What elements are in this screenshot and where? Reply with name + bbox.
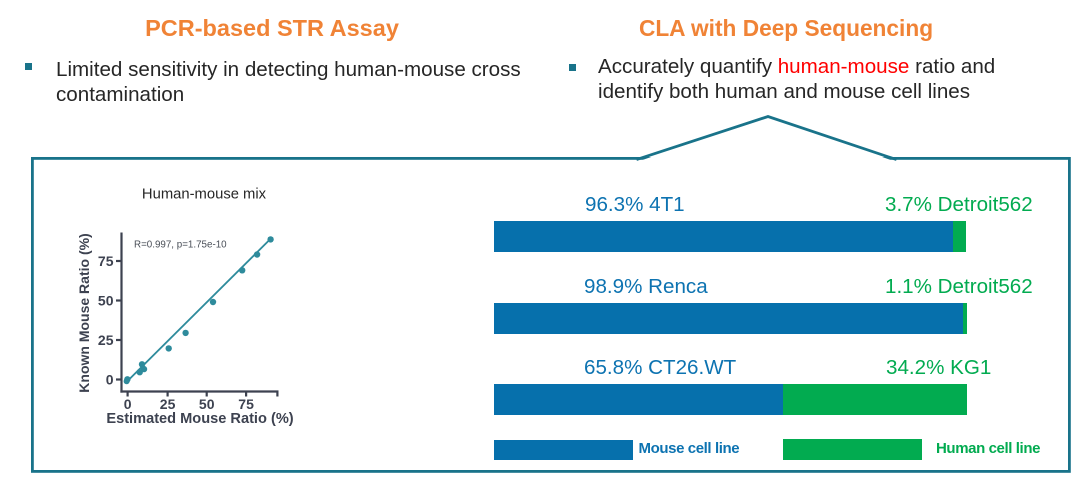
svg-text:75: 75 — [98, 253, 114, 269]
svg-text:Estimated Mouse Ratio (%): Estimated Mouse Ratio (%) — [106, 411, 293, 427]
svg-text:Known Mouse Ratio (%): Known Mouse Ratio (%) — [76, 233, 92, 392]
svg-text:25: 25 — [160, 396, 176, 412]
svg-text:0: 0 — [124, 396, 132, 412]
svg-text:0: 0 — [106, 372, 114, 388]
svg-text:Human-mouse mix: Human-mouse mix — [142, 187, 267, 203]
svg-text:50: 50 — [98, 293, 114, 309]
svg-text:50: 50 — [199, 396, 215, 412]
svg-text:75: 75 — [238, 396, 254, 412]
svg-text:R=0.997, p=1.75e-10: R=0.997, p=1.75e-10 — [134, 240, 227, 251]
svg-text:25: 25 — [98, 332, 114, 348]
